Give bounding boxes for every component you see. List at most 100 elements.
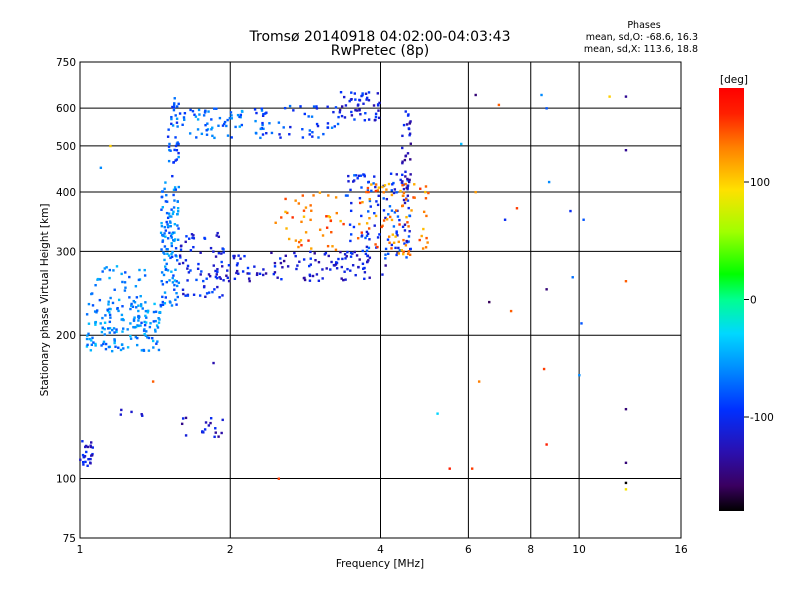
data-point <box>401 173 404 177</box>
data-point <box>137 319 140 322</box>
data-point <box>111 301 115 305</box>
data-point <box>344 104 348 107</box>
data-point <box>181 261 185 265</box>
data-point <box>344 194 348 197</box>
data-point <box>171 232 174 236</box>
data-point <box>323 253 327 256</box>
data-point <box>87 332 90 335</box>
data-point <box>368 216 371 220</box>
data-point <box>624 95 628 98</box>
data-point <box>172 161 175 164</box>
data-point <box>334 248 338 251</box>
data-point <box>332 110 335 114</box>
data-point <box>186 267 189 270</box>
data-point <box>237 254 240 257</box>
data-point <box>168 215 171 218</box>
data-point <box>410 209 413 212</box>
data-point <box>220 260 223 264</box>
data-point <box>175 280 178 283</box>
data-point <box>170 255 174 259</box>
data-point <box>350 201 353 205</box>
data-point <box>395 253 398 257</box>
data-point <box>316 124 320 128</box>
data-point <box>339 90 343 94</box>
data-point <box>147 336 151 340</box>
data-point <box>381 273 384 276</box>
data-point <box>409 158 412 161</box>
data-point <box>383 184 387 187</box>
data-point <box>204 295 207 298</box>
data-point <box>258 272 262 275</box>
data-point <box>309 263 313 266</box>
data-point <box>407 240 410 243</box>
data-point <box>153 302 156 306</box>
data-point <box>289 125 292 129</box>
data-point <box>407 127 411 130</box>
data-point <box>172 239 175 242</box>
data-point <box>102 340 106 344</box>
data-point <box>248 279 251 283</box>
data-point <box>357 174 361 177</box>
data-point <box>221 124 225 127</box>
data-point <box>159 303 162 307</box>
data-point <box>448 467 451 470</box>
data-point <box>89 349 93 352</box>
data-point <box>406 187 409 191</box>
data-point <box>174 268 177 272</box>
data-point <box>355 109 359 112</box>
data-point <box>193 113 196 116</box>
data-point <box>382 197 385 200</box>
data-point <box>404 154 408 157</box>
data-point <box>173 102 176 105</box>
data-point <box>497 103 501 107</box>
data-point <box>239 113 243 117</box>
data-point <box>134 335 138 339</box>
data-point <box>358 222 361 226</box>
data-point <box>174 188 178 191</box>
y-tick-label: 500 <box>56 141 76 153</box>
data-point <box>161 239 165 242</box>
data-point <box>374 183 378 186</box>
data-point <box>175 284 179 288</box>
data-point <box>108 331 111 334</box>
data-point <box>279 257 282 260</box>
data-point <box>265 131 268 135</box>
data-point <box>176 210 180 213</box>
data-point <box>367 246 371 250</box>
data-point <box>93 310 97 313</box>
data-point <box>138 268 141 272</box>
data-point <box>349 233 353 236</box>
data-point <box>209 417 213 420</box>
data-point <box>198 294 202 297</box>
data-point <box>141 414 144 417</box>
data-point <box>189 108 192 112</box>
data-point <box>396 234 399 237</box>
data-point <box>144 301 147 304</box>
data-point <box>103 333 106 336</box>
data-point <box>130 410 133 414</box>
data-point <box>401 146 404 150</box>
data-point <box>356 177 359 180</box>
data-point <box>545 443 548 446</box>
data-point <box>408 178 411 182</box>
data-point <box>369 205 372 208</box>
data-point <box>161 303 165 306</box>
data-point <box>173 238 177 241</box>
data-point <box>184 259 188 262</box>
y-tick-label: 400 <box>56 187 76 199</box>
data-point <box>360 94 363 98</box>
data-point <box>377 109 380 112</box>
data-point <box>299 239 303 242</box>
data-point <box>325 267 328 270</box>
data-point <box>406 221 409 224</box>
data-point <box>169 221 172 224</box>
data-point <box>166 252 169 255</box>
data-point <box>387 182 391 186</box>
data-point <box>624 488 628 491</box>
data-point <box>398 249 402 252</box>
data-point <box>132 325 135 329</box>
data-point <box>262 127 265 131</box>
data-point <box>85 313 89 316</box>
data-point <box>384 264 387 267</box>
data-point <box>162 273 166 277</box>
